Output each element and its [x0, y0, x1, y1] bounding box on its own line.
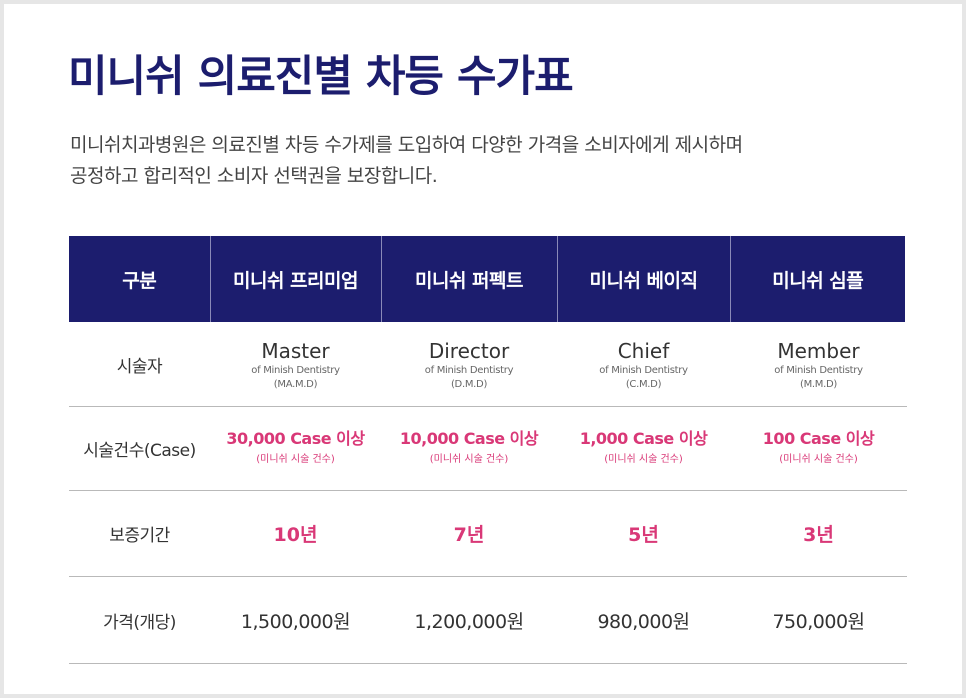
header-basic: 미니쉬 베이직 — [557, 236, 731, 322]
case-note: (미니쉬 시술 건수) — [256, 453, 335, 465]
row-label-cases: 시술건수(Case) — [69, 406, 210, 491]
warranty-years: 3년 — [803, 524, 834, 546]
case-note: (미니쉬 시술 건수) — [604, 453, 683, 465]
cell-cases-simple: 100 Case 이상 (미니쉬 시술 건수) — [730, 406, 907, 491]
warranty-years: 5년 — [628, 524, 659, 546]
price-value: 980,000원 — [597, 610, 690, 633]
row-label-warranty: 보증기간 — [69, 490, 210, 577]
table-row-practitioner: 시술자 Master of Minish Dentistry (MA.M.D) … — [69, 322, 907, 407]
grade-org: of Minish Dentistry — [251, 365, 340, 376]
cell-practitioner-basic: Chief of Minish Dentistry (C.M.D) — [557, 322, 730, 407]
cell-warranty-simple: 3년 — [730, 490, 907, 577]
price-value: 1,500,000원 — [240, 610, 351, 633]
grade-abbr: (MA.M.D) — [273, 379, 318, 390]
cell-price-basic: 980,000원 — [557, 576, 730, 664]
grade-abbr: (D.M.D) — [450, 379, 488, 390]
price-value: 1,200,000원 — [414, 610, 524, 633]
table-row-cases: 시술건수(Case) 30,000 Case 이상 (미니쉬 시술 건수) 10… — [69, 406, 907, 491]
table-row-warranty: 보증기간 10년 7년 5년 3년 — [69, 490, 907, 577]
grade-org: of Minish Dentistry — [424, 365, 514, 376]
cell-price-simple: 750,000원 — [730, 576, 907, 664]
case-note: (미니쉬 시술 건수) — [429, 453, 509, 465]
price-table: 구분 미니쉬 프리미엄 미니쉬 퍼펙트 미니쉬 베이직 미니쉬 심플 시술자 M… — [69, 236, 909, 664]
header-category: 구분 — [69, 236, 211, 322]
grade-org: of Minish Dentistry — [774, 365, 863, 376]
grade-label: Master — [261, 339, 330, 363]
cell-warranty-basic: 5년 — [557, 490, 730, 577]
header-perfect: 미니쉬 퍼펙트 — [381, 236, 558, 322]
warranty-years: 10년 — [273, 524, 318, 546]
header-row: 구분 미니쉬 프리미엄 미니쉬 퍼펙트 미니쉬 베이직 미니쉬 심플 — [69, 236, 909, 322]
cell-practitioner-simple: Member of Minish Dentistry (M.M.D) — [730, 322, 907, 407]
price-value: 750,000원 — [772, 610, 865, 633]
grade-abbr: (C.M.D) — [625, 379, 662, 390]
cell-cases-perfect: 10,000 Case 이상 (미니쉬 시술 건수) — [381, 406, 557, 491]
cell-cases-basic: 1,000 Case 이상 (미니쉬 시술 건수) — [557, 406, 730, 491]
case-count: 30,000 Case 이상 — [226, 428, 365, 448]
cell-price-premium: 1,500,000원 — [210, 576, 381, 664]
grade-label: Member — [777, 339, 860, 363]
table-row-price: 가격(개당) 1,500,000원 1,200,000원 980,000원 75… — [69, 576, 907, 664]
description-line-2: 공정하고 합리적인 소비자 선택권을 보장합니다. — [70, 165, 438, 187]
grade-org: of Minish Dentistry — [599, 365, 688, 376]
cell-practitioner-perfect: Director of Minish Dentistry (D.M.D) — [381, 322, 557, 407]
warranty-years: 7년 — [453, 524, 485, 546]
cell-cases-premium: 30,000 Case 이상 (미니쉬 시술 건수) — [210, 406, 381, 491]
page-title: 미니쉬 의료진별 차등 수가표 — [68, 52, 574, 102]
cell-price-perfect: 1,200,000원 — [381, 576, 557, 664]
cell-warranty-premium: 10년 — [210, 490, 381, 577]
row-label-price: 가격(개당) — [69, 576, 210, 664]
header-simple: 미니쉬 심플 — [730, 236, 909, 322]
case-note: (미니쉬 시술 건수) — [779, 453, 858, 465]
case-count: 1,000 Case 이상 — [579, 428, 708, 448]
case-count: 10,000 Case 이상 — [399, 428, 539, 448]
cell-warranty-perfect: 7년 — [381, 490, 557, 577]
grade-label: Chief — [617, 339, 670, 363]
case-count: 100 Case 이상 — [762, 428, 875, 448]
grade-abbr: (M.M.D) — [799, 379, 838, 390]
description: 미니쉬치과병원은 의료진별 차등 수가제를 도입하여 다양한 가격을 소비자에게… — [70, 130, 743, 192]
header-premium: 미니쉬 프리미엄 — [210, 236, 382, 322]
row-label-practitioner: 시술자 — [69, 322, 210, 407]
cell-practitioner-premium: Master of Minish Dentistry (MA.M.D) — [210, 322, 381, 407]
description-line-1: 미니쉬치과병원은 의료진별 차등 수가제를 도입하여 다양한 가격을 소비자에게… — [70, 134, 743, 156]
grade-label: Director — [428, 339, 510, 363]
